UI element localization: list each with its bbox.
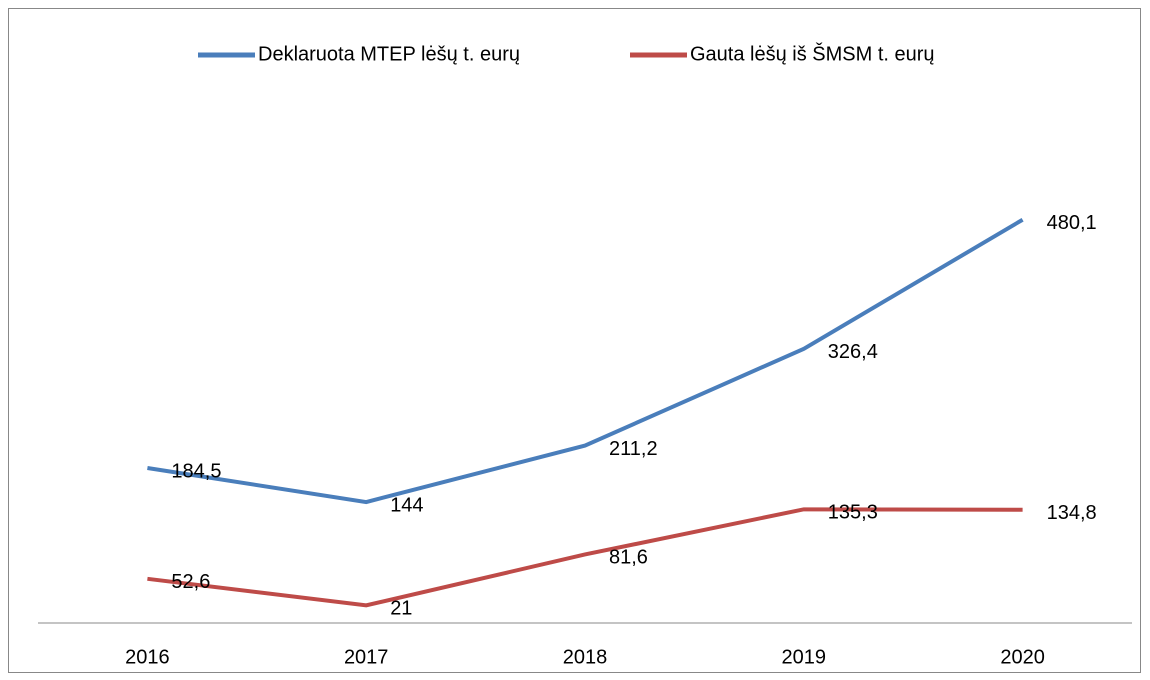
x-tick-label: 2018 (563, 646, 608, 668)
data-label: 81,6 (609, 547, 648, 569)
x-tick-label: 2017 (344, 646, 389, 668)
data-label: 184,5 (171, 460, 221, 482)
legend-label: Deklaruota MTEP lėšų t. eurų (258, 43, 520, 65)
x-tick-label: 2016 (125, 646, 170, 668)
data-label: 144 (390, 494, 423, 516)
data-label: 326,4 (828, 341, 878, 363)
chart-border (8, 8, 1141, 673)
x-tick-label: 2020 (1000, 646, 1045, 668)
data-label: 211,2 (609, 438, 658, 460)
legend-label: Gauta lėšų iš ŠMSM t. eurų (690, 42, 935, 65)
series-line (147, 507, 1023, 608)
data-label: 134,8 (1047, 502, 1097, 524)
series-line (147, 217, 1024, 505)
x-tick-label: 2019 (782, 646, 827, 668)
data-label: 21 (390, 598, 412, 620)
data-label: 135,3 (828, 502, 878, 524)
data-label: 52,6 (171, 571, 210, 593)
data-label: 480,1 (1047, 212, 1097, 234)
